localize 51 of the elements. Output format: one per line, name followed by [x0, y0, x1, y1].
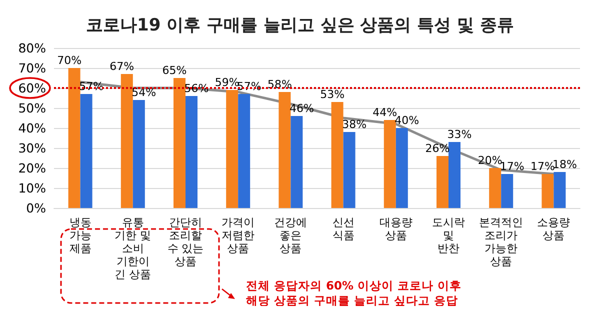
bar	[68, 68, 80, 208]
y-tick-label: 30%	[18, 140, 46, 156]
bar	[120, 74, 133, 208]
bar	[501, 174, 514, 208]
bar	[448, 142, 460, 208]
data-label: 33%	[447, 128, 472, 141]
chart-title: 코로나19 이후 구매를 늘리고 싶은 상품의 특성 및 종류	[86, 16, 514, 36]
y-tick-label: 70%	[18, 60, 46, 76]
y-tick-label: 10%	[18, 180, 46, 196]
bar	[343, 132, 356, 208]
data-label: 70%	[57, 54, 82, 67]
data-label: 20%	[478, 154, 502, 167]
bar	[174, 78, 186, 208]
x-tick-label: 소용량 상품	[537, 216, 570, 242]
data-label: 59%	[214, 76, 240, 89]
data-label: 67%	[110, 60, 134, 73]
y-tick-label: 20%	[18, 160, 46, 176]
data-label: 17%	[530, 160, 555, 173]
y-tick-label: 80%	[18, 40, 46, 56]
data-label: 44%	[372, 106, 398, 119]
bar	[331, 102, 344, 208]
data-label: 40%	[394, 114, 420, 127]
x-tick-label: 냉동 가능 제품	[69, 216, 92, 255]
x-tick-label: 간단히 조리할 수 있는 상품	[167, 216, 204, 268]
x-tick-label: 본격적인 조리가 가능한 상품	[479, 216, 524, 268]
bar	[436, 156, 448, 208]
x-tick-label: 신선 식품	[332, 216, 354, 242]
bar	[384, 120, 396, 208]
bar	[80, 94, 92, 208]
bar	[554, 172, 566, 208]
bar	[238, 94, 250, 208]
y-tick-label: 0%	[26, 200, 46, 216]
bar	[396, 128, 408, 208]
x-tick-label: 대용량 상품	[379, 216, 412, 242]
x-tick-label: 건강에 좋은 상품	[274, 216, 308, 255]
bar	[132, 100, 145, 208]
bar	[186, 96, 198, 208]
data-label: 38%	[342, 118, 367, 131]
bar	[278, 92, 291, 208]
data-label: 65%	[162, 64, 187, 77]
y-tick-label: 60%	[18, 80, 46, 96]
bar	[290, 116, 303, 208]
x-tick-label: 도시락 및 반찬	[432, 216, 465, 255]
x-tick-label: 가격이 저렴한 상품	[222, 216, 255, 255]
bar	[489, 168, 502, 208]
data-label: 53%	[320, 88, 345, 101]
bar	[226, 90, 238, 208]
y-tick-label: 40%	[18, 120, 46, 136]
x-tick-label: 유통 기한 및 소비 기한이 긴 상품	[114, 216, 152, 281]
y-tick-label: 50%	[18, 100, 46, 116]
bar	[542, 174, 554, 208]
